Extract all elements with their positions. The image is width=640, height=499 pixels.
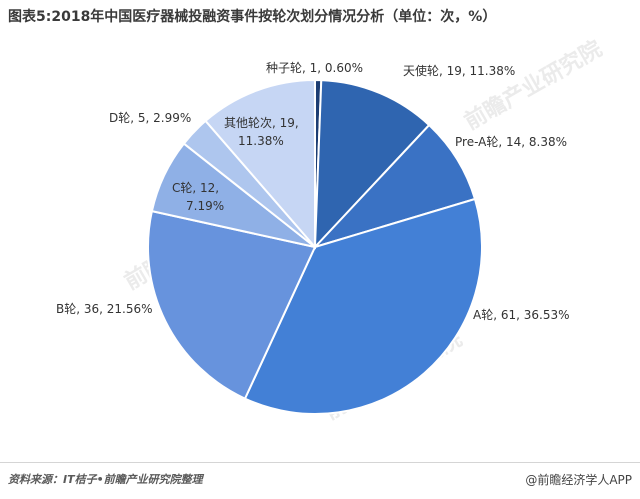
slice-label-7: 其他轮次, 19, [224,116,299,130]
pie-chart: 前瞻产业研究院 前瞻产业研究院 前瞻产业研究院 种子轮, 1, 0.60%天使轮… [56,36,606,426]
slice-label-0: 种子轮, 1, 0.60% [266,61,363,75]
pie-slice-1 [313,79,431,250]
credit-note: @前瞻经济学人APP [525,473,632,487]
slice-label-2: Pre-A轮, 14, 8.38% [455,135,567,149]
slice-label-7: 11.38% [238,134,284,148]
pie-slice-7 [204,78,316,250]
watermark-text: 前瞻产业研究院 [460,36,606,136]
slice-label-5: C轮, 12, [172,181,219,195]
slice-label-4: B轮, 36, 21.56% [56,302,153,316]
slice-label-1: 天使轮, 19, 11.38% [403,63,515,78]
pie-slice-4 [147,209,317,400]
source-note: 资料来源：IT桔子•前瞻产业研究院整理 [8,473,203,486]
slice-label-3: A轮, 61, 36.53% [473,308,570,322]
chart-title: 图表5:2018年中国医疗器械投融资事件按轮次划分情况分析（单位：次，%） [8,9,497,25]
slice-label-6: D轮, 5, 2.99% [109,111,191,125]
footer: 资料来源：IT桔子•前瞻产业研究院整理 @前瞻经济学人APP [0,462,640,499]
pie-slice-3 [243,197,483,415]
slice-label-5: 7.19% [186,199,224,213]
pie-slice-2 [311,123,477,250]
